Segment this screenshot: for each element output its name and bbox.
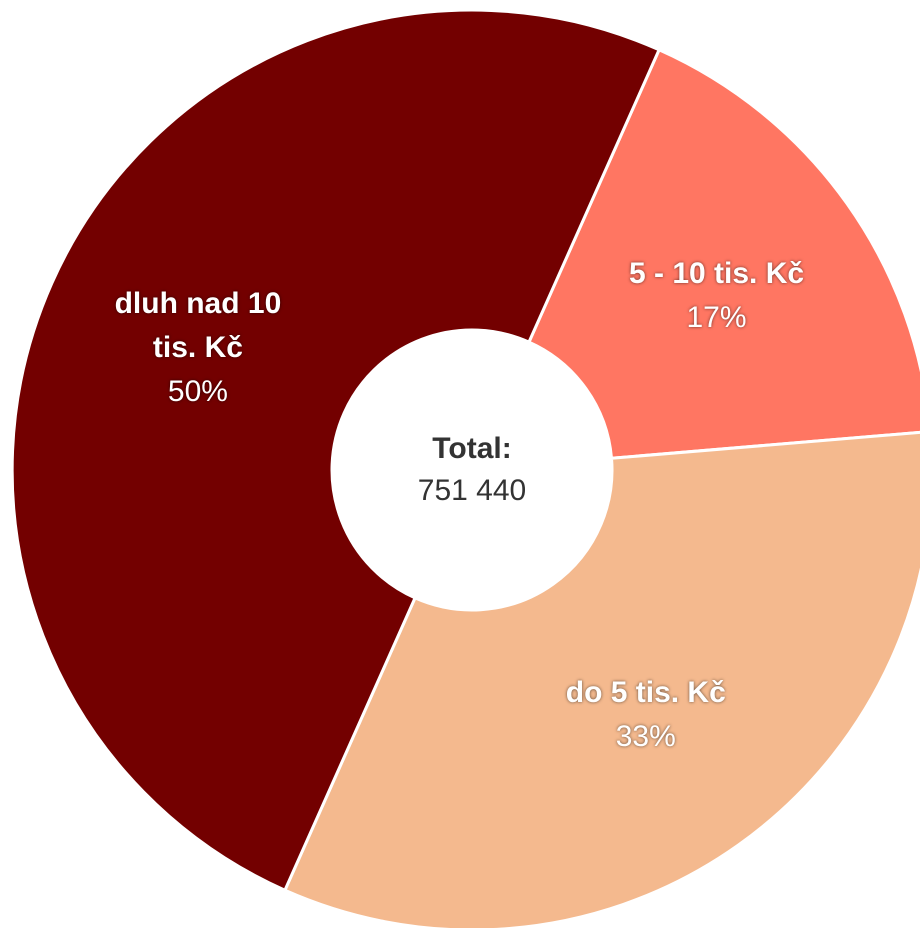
slice-percent: 33% (615, 719, 676, 753)
center-label: Total: 751 440 (418, 428, 526, 512)
slice-label: 5 - 10 tis. Kč 17% (612, 252, 822, 340)
slice-percent: 50% (167, 374, 228, 408)
slice (10, 8, 662, 893)
slice-label: dluh nad 10 tis. Kč 50% (93, 282, 303, 414)
center-value: 751 440 (417, 474, 527, 507)
slice (282, 430, 920, 928)
slice-name: do 5 tis. Kč (565, 675, 726, 709)
slice (526, 47, 920, 460)
slice-name: dluh nad 10 tis. Kč (114, 286, 282, 364)
slice-percent: 17% (686, 301, 747, 335)
center-title: Total: (432, 432, 512, 465)
slice-label: do 5 tis. Kč 33% (541, 671, 751, 759)
slice-name: 5 - 10 tis. Kč (628, 257, 805, 291)
